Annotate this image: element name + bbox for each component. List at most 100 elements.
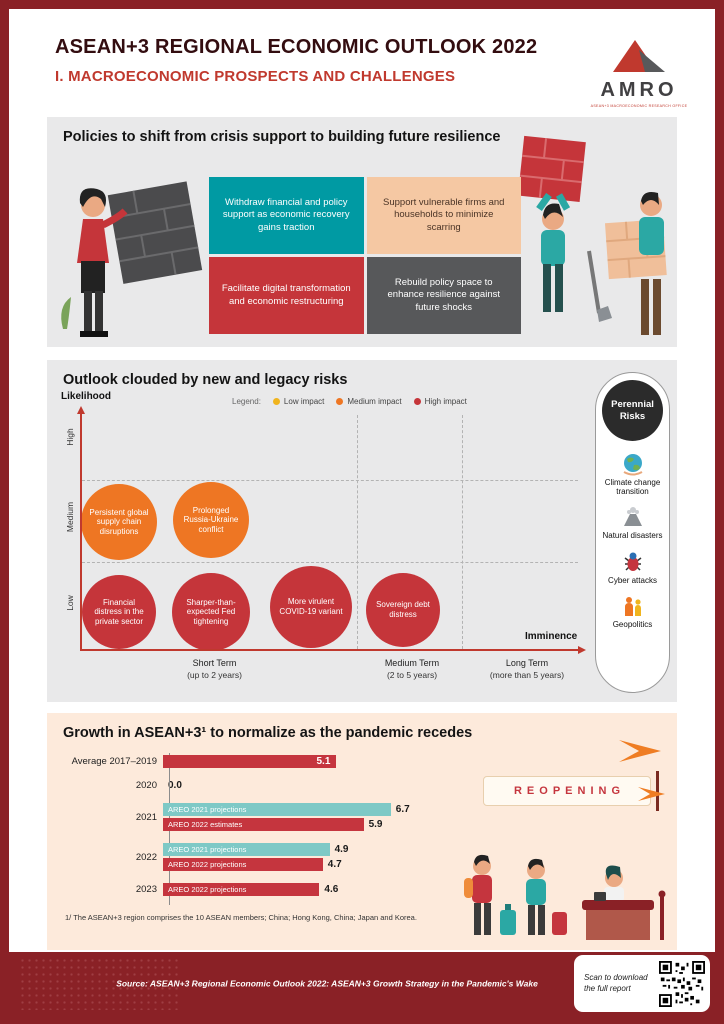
bar: AREO 2022 projections <box>163 883 320 896</box>
y-axis <box>77 406 85 651</box>
footer: Source: ASEAN+3 Regional Economic Outloo… <box>9 952 715 1015</box>
gridline <box>357 415 358 649</box>
figures-icon <box>624 596 641 616</box>
legend-label: Medium impact <box>347 397 402 406</box>
legend: Legend: Low impact Medium impact High im… <box>232 397 467 406</box>
bar-group-label: 2021 <box>135 811 157 823</box>
source-text: Source: ASEAN+3 Regional Economic Outloo… <box>116 977 538 988</box>
footnote: 1/ The ASEAN+3 region comprises the 10 A… <box>65 913 417 922</box>
volcano-icon <box>623 507 642 527</box>
growth-panel-title: Growth in ASEAN+3¹ to normalize as the p… <box>63 725 473 741</box>
header: ASEAN+3 REGIONAL ECONOMIC OUTLOOK 2022 I… <box>55 36 537 85</box>
worker-left-illustration <box>61 181 203 337</box>
x-tick-sublabel: (up to 2 years) <box>187 669 242 680</box>
x-axis-label: Imminence <box>525 631 578 642</box>
bar-row: Average 2017–2019 5.1 <box>61 755 410 768</box>
perennial-item-label: Geopolitics <box>612 619 653 629</box>
workers-right-illustration <box>517 135 667 335</box>
bar-value: 5.1 <box>316 756 331 767</box>
world-map-dots <box>19 957 179 1010</box>
x-tick-label: Long Term <box>505 658 549 668</box>
risk-bubble: Persistent global supply chain disruptio… <box>81 484 157 560</box>
page-subtitle: I. MACROECONOMIC PROSPECTS AND CHALLENGE… <box>55 68 456 85</box>
bar-row: 2021 AREO 2021 projections 6.7 AREO 2022 es… <box>61 803 410 831</box>
globe-icon <box>623 454 642 476</box>
policies-panel: Policies to shift from crisis support to… <box>47 117 677 347</box>
bug-icon <box>624 552 641 571</box>
x-tick-sublabel: (more than 5 years) <box>489 669 565 680</box>
risk-bubble-label: More virulent COVID-19 variant <box>279 597 343 616</box>
risk-bubble-label: Sharper-than-expected Fed tightening <box>186 597 236 626</box>
low-impact-dot-icon <box>272 398 280 405</box>
bar-series-label: AREO 2021 projections <box>168 845 247 854</box>
x-axis <box>80 646 586 654</box>
growth-panel: Growth in ASEAN+3¹ to normalize as the p… <box>47 713 677 950</box>
legend-item-low: Low impact <box>272 397 324 406</box>
reopening-sign-text: REOPENING <box>513 785 625 797</box>
bar-row: 2020 0.0 <box>61 780 410 791</box>
bar: AREO 2022 projections <box>163 858 323 871</box>
policy-box-withdraw-support: Withdraw financial and policy support as… <box>209 177 364 254</box>
risk-bubble: Sharper-than-expected Fed tightening <box>172 573 250 651</box>
bar-value: 4.6 <box>324 884 339 895</box>
bar-value: 5.9 <box>368 819 383 830</box>
gridline <box>82 562 578 563</box>
logo-tagline: ASEAN+3 MACROECONOMIC RESEARCH OFFICE <box>590 104 688 108</box>
bar-row: 2023 AREO 2022 projections 4.6 <box>61 883 410 896</box>
perennial-risks-title: Perennial Risks <box>602 380 663 441</box>
bar: AREO 2021 projections <box>163 843 330 856</box>
policy-box-digital-transformation: Facilitate digital transformation and ec… <box>209 257 364 334</box>
risks-panel: Outlook clouded by new and legacy risks … <box>47 360 677 702</box>
bar-group-label: 2023 <box>135 884 157 895</box>
perennial-item-label: Cyber attacks <box>608 575 657 585</box>
legend-title: Legend: <box>232 397 261 406</box>
perennial-item-label: Natural disasters <box>602 531 663 541</box>
bar-series-label: AREO 2021 projections <box>168 805 247 814</box>
legend-item-medium: Medium impact <box>336 397 402 406</box>
x-tick-label: Short Term <box>192 658 237 668</box>
perennial-risks-items: Climate change transition Natural disast… <box>601 452 665 629</box>
legend-item-high: High impact <box>413 397 467 406</box>
scan-text: Scan to download the full report <box>584 972 648 993</box>
small-plane-icon <box>638 787 665 801</box>
logo-text: AMRO <box>600 79 678 101</box>
bar-group-label: Average 2017–2019 <box>71 756 157 767</box>
bar-series-label: AREO 2022 projections <box>168 885 247 894</box>
risk-bubble-label: Sovereign debt distress <box>376 600 430 619</box>
legend-label: High impact <box>424 397 467 406</box>
medium-impact-dot-icon <box>336 398 344 405</box>
risks-panel-title: Outlook clouded by new and legacy risks <box>63 372 348 388</box>
bar-group: AREO 2022 projections 4.6 <box>163 883 338 896</box>
risk-bubble-label: Prolonged Russia-Ukraine conflict <box>183 505 239 534</box>
gridline <box>462 415 463 649</box>
perennial-item-climate: Climate change transition <box>601 452 665 496</box>
amro-logo: AMRO ASEAN+3 MACROECONOMIC RESEARCH OFFI… <box>583 36 695 108</box>
risk-bubble: Prolonged Russia-Ukraine conflict <box>173 482 249 558</box>
x-tick-short-term: Short Term (up to 2 years) <box>152 657 277 681</box>
x-tick-sublabel: (2 to 5 years) <box>386 669 438 680</box>
bar-group-label: 2020 <box>135 780 157 791</box>
scan-box: Scan to download the full report <box>574 955 710 1012</box>
y-axis-label: Likelihood <box>61 391 111 402</box>
policies-panel-title: Policies to shift from crisis support to… <box>63 129 501 145</box>
reopening-sign: REOPENING <box>483 776 651 806</box>
risk-bubble: Financial distress in the private sector <box>82 575 156 649</box>
bar: AREO 2021 projections <box>163 803 391 816</box>
bar-value: 0.0 <box>168 780 182 791</box>
x-tick-medium-term: Medium Term (2 to 5 years) <box>347 657 477 681</box>
sign-post <box>656 771 659 811</box>
bar-value: 4.7 <box>327 859 342 870</box>
x-tick-label: Medium Term <box>384 658 440 668</box>
bar-series-label: AREO 2022 estimates <box>168 820 243 829</box>
perennial-item-label: Climate change transition <box>604 478 661 497</box>
airport-scene-illustration <box>464 854 666 940</box>
x-tick-long-term: Long Term (more than 5 years) <box>452 657 602 681</box>
bar-group: AREO 2021 projections 6.7 AREO 2022 estima… <box>163 803 410 831</box>
risk-bubbles: Persistent global supply chain disruptio… <box>47 360 677 702</box>
risk-bubble-label: Financial distress in the private sector <box>94 597 144 626</box>
bar-value: 4.9 <box>334 844 349 855</box>
perennial-item-disasters: Natural disasters <box>601 505 665 540</box>
plane-icon <box>619 740 661 762</box>
bar-group: 5.1 <box>163 755 337 768</box>
